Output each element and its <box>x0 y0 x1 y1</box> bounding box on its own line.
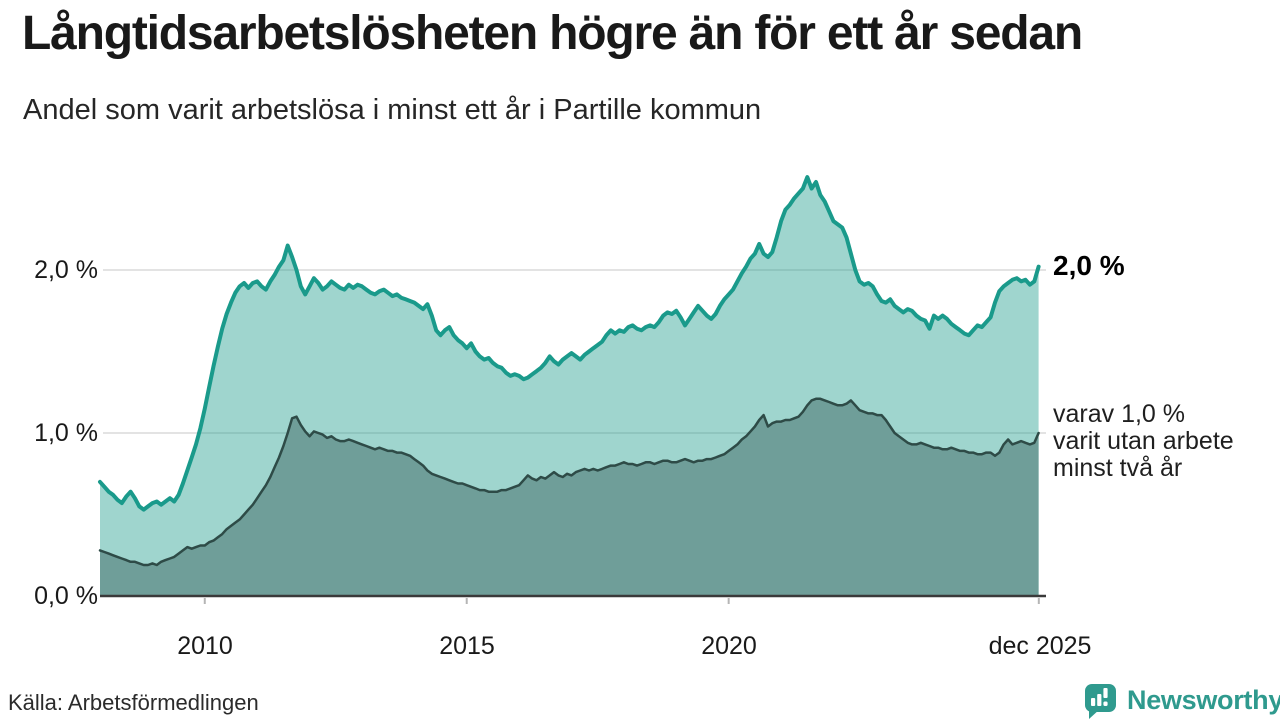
x-axis-label-2015: 2015 <box>439 632 495 660</box>
y-axis-label-0: 0,0 % <box>34 582 98 610</box>
newsworthy-logo-text: Newsworthy <box>1127 684 1280 715</box>
series-end-value-label: 2,0 % <box>1053 250 1125 281</box>
newsworthy-logo-icon <box>1085 684 1116 719</box>
x-axis-ticks <box>203 598 1040 604</box>
newsworthy-logo: Newsworthy <box>1081 681 1280 719</box>
x-axis-label-dec-2025: dec 2025 <box>988 632 1092 660</box>
note-line-1: varav 1,0 % <box>1053 400 1186 428</box>
source-credit: Källa: Arbetsförmedlingen <box>8 690 259 715</box>
note-line-2: varit utan arbete <box>1053 427 1234 455</box>
y-axis-label-1: 1,0 % <box>34 419 98 447</box>
y-axis-label-2: 2,0 % <box>34 256 98 284</box>
line-unemployed-1yr <box>98 175 1041 512</box>
secondary-series-note: varav 1,0 % varit utan arbete minst två … <box>1053 401 1234 482</box>
area-unemployed-2yr <box>100 398 1039 596</box>
line-unemployed-2yr <box>98 397 1040 567</box>
chart-subtitle: Andel som varit arbetslösa i minst ett å… <box>23 94 762 126</box>
note-line-3: minst två år <box>1053 454 1183 482</box>
page-title: Långtidsarbetslösheten högre än för ett … <box>22 7 1083 60</box>
x-axis-label-2010: 2010 <box>177 632 233 660</box>
x-axis-label-2020: 2020 <box>701 632 757 660</box>
